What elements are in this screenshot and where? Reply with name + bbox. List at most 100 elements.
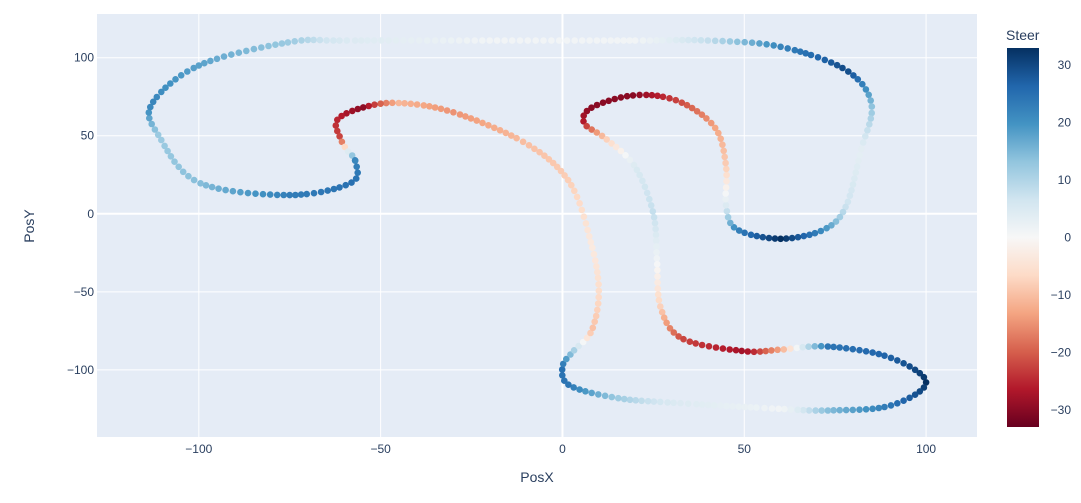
scatter-point bbox=[906, 363, 913, 370]
scatter-point bbox=[580, 213, 588, 220]
scatter-point bbox=[310, 36, 317, 44]
scatter-point bbox=[586, 37, 593, 44]
scatter-point bbox=[735, 403, 743, 411]
colorbar-tick-label: 30 bbox=[1058, 58, 1072, 72]
scatter-point bbox=[698, 111, 706, 118]
scatter-point bbox=[175, 163, 182, 171]
scatter-point bbox=[821, 56, 829, 64]
scatter-point bbox=[587, 238, 595, 246]
scatter-point bbox=[787, 406, 795, 413]
scatter-point bbox=[545, 156, 553, 163]
scatter-point bbox=[342, 181, 350, 189]
scatter-point bbox=[336, 184, 343, 191]
scatter-point bbox=[703, 115, 710, 122]
scatter-point bbox=[799, 343, 806, 351]
scatter-point bbox=[423, 37, 431, 44]
scatter-point bbox=[814, 54, 822, 61]
scatter-point bbox=[730, 224, 738, 231]
scatter-point bbox=[467, 115, 475, 122]
scatter-point bbox=[793, 344, 801, 352]
scatter-point bbox=[266, 191, 274, 198]
x-tick-label: −100 bbox=[185, 442, 212, 456]
scatter-point bbox=[630, 161, 638, 169]
scatter-point bbox=[666, 325, 674, 332]
scatter-point bbox=[190, 176, 198, 184]
scatter-point bbox=[561, 172, 568, 179]
scatter-point bbox=[660, 314, 668, 322]
scatter-point bbox=[413, 101, 421, 108]
scatter-point bbox=[589, 324, 597, 332]
scatter-point bbox=[579, 338, 587, 346]
scatter-point bbox=[853, 163, 861, 170]
scatter-point bbox=[583, 122, 590, 130]
scatter-point bbox=[854, 76, 862, 83]
scatter-point bbox=[850, 72, 857, 79]
scatter-point bbox=[343, 110, 350, 117]
scatter-point bbox=[297, 191, 305, 198]
scatter-point bbox=[622, 152, 629, 159]
scatter-point bbox=[655, 296, 663, 304]
scatter-point bbox=[817, 342, 825, 350]
scatter-point bbox=[648, 91, 656, 99]
scatter-point bbox=[153, 93, 161, 101]
scatter-point bbox=[443, 107, 451, 114]
scatter-point bbox=[741, 38, 748, 46]
scatter-point bbox=[599, 99, 607, 106]
scatter-point bbox=[496, 127, 504, 134]
scatter-point bbox=[330, 37, 337, 44]
scatter-point bbox=[666, 95, 673, 102]
scatter-point bbox=[336, 37, 343, 44]
scatter-point bbox=[654, 273, 661, 280]
scatter-point bbox=[732, 346, 740, 354]
scatter-point bbox=[712, 344, 720, 351]
scatter-point bbox=[894, 400, 901, 407]
scatter-point bbox=[685, 36, 692, 44]
scatter-point bbox=[439, 37, 447, 44]
scatter-point bbox=[250, 45, 258, 53]
scatter-point bbox=[791, 46, 799, 54]
scatter-point bbox=[370, 37, 378, 44]
scatter-point bbox=[722, 184, 730, 191]
scatter-point bbox=[652, 231, 660, 239]
scatter-point bbox=[723, 171, 730, 179]
scatter-point bbox=[652, 225, 659, 233]
scatter-point bbox=[710, 402, 718, 409]
scatter-point bbox=[722, 159, 729, 167]
scatter-point bbox=[805, 343, 812, 351]
scatter-point bbox=[647, 202, 655, 209]
scatter-point bbox=[330, 185, 338, 193]
scatter-point bbox=[462, 113, 469, 120]
scatter-point bbox=[845, 68, 852, 75]
scatter-point bbox=[849, 406, 857, 414]
scatter-point bbox=[818, 407, 825, 414]
scatter-point bbox=[179, 168, 187, 176]
x-tick-labels: −100 −50 0 50 100 bbox=[185, 442, 936, 456]
scatter-point bbox=[653, 37, 660, 44]
scatter-point bbox=[722, 195, 729, 203]
scatter-point bbox=[587, 329, 594, 337]
scatter-point bbox=[659, 93, 667, 101]
scatter-point bbox=[750, 348, 758, 356]
scatter-point bbox=[638, 397, 645, 405]
x-tick-label: 100 bbox=[916, 442, 936, 456]
scatter-point bbox=[284, 39, 292, 46]
scatter-point bbox=[582, 220, 590, 227]
scatter-point bbox=[437, 105, 445, 113]
scatter-point bbox=[869, 349, 876, 356]
scatter-point bbox=[646, 195, 653, 203]
scatter-point bbox=[670, 399, 677, 407]
scatter-point bbox=[911, 366, 919, 374]
scatter-point bbox=[747, 231, 755, 239]
scatter-point bbox=[775, 405, 782, 413]
scatter-point bbox=[385, 37, 392, 44]
scatter-point bbox=[741, 403, 749, 411]
scatter-point bbox=[576, 200, 583, 207]
scatter-point bbox=[389, 99, 396, 107]
scatter-point bbox=[286, 191, 294, 199]
scatter-point bbox=[719, 141, 726, 148]
scatter-point bbox=[865, 91, 872, 99]
scatter-point bbox=[578, 37, 586, 44]
scatter-point bbox=[856, 406, 863, 414]
scatter-point bbox=[603, 136, 610, 143]
scatter-point bbox=[653, 260, 661, 268]
